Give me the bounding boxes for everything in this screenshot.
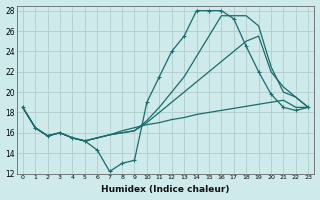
X-axis label: Humidex (Indice chaleur): Humidex (Indice chaleur) bbox=[101, 185, 230, 194]
